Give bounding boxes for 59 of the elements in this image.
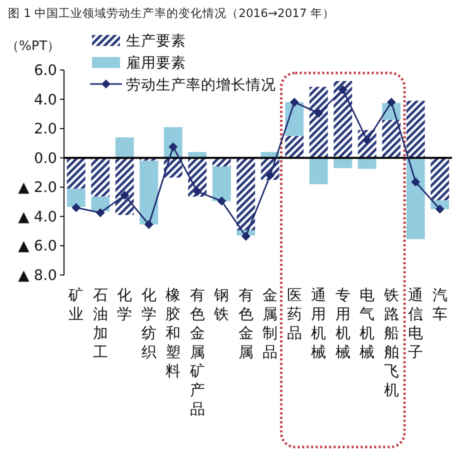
point — [241, 232, 250, 241]
point — [290, 98, 299, 107]
x-tick-label: 矿业 — [68, 286, 84, 323]
x-tick-label: 化学 — [117, 286, 132, 323]
point — [72, 203, 81, 212]
chart-title: 图 1 中国工业领域劳动生产率的变化情况（2016→2017 年） — [8, 6, 334, 20]
bar — [91, 158, 110, 197]
bar — [430, 158, 450, 200]
x-tick-label: 橡胶和塑料 — [166, 286, 181, 380]
y-tick-label: 0.0 — [34, 150, 57, 167]
x-tick-label: 医药品 — [286, 286, 302, 342]
bar — [236, 158, 256, 230]
legend-label: 劳动生产率的增长情况 — [126, 76, 276, 94]
point — [411, 178, 420, 187]
x-tick-label: 有色金属矿产品 — [188, 286, 205, 418]
x-tick-label: 金属制品 — [262, 286, 278, 361]
point — [144, 220, 154, 229]
bar — [406, 100, 425, 158]
x-tick-label: 专用机械 — [335, 286, 350, 361]
bar — [66, 158, 86, 189]
legend-label: 生产要素 — [126, 32, 186, 50]
x-tick-label: 汽车 — [432, 286, 448, 323]
bar — [66, 188, 86, 207]
bar — [140, 160, 158, 224]
bar — [285, 136, 304, 158]
x-tick-label: 钢铁 — [213, 286, 230, 323]
bar — [406, 158, 425, 240]
bar — [358, 158, 376, 169]
point — [217, 196, 226, 206]
x-tick-label: 通用机械 — [311, 286, 326, 361]
bar — [309, 86, 328, 158]
bar — [91, 196, 110, 212]
bar — [115, 158, 134, 215]
y-tick-label: 2.0 — [34, 122, 57, 138]
bar — [382, 120, 401, 158]
bar — [212, 166, 231, 202]
point — [96, 208, 105, 218]
bar — [334, 80, 352, 158]
point — [266, 170, 275, 180]
bar — [309, 158, 328, 184]
legend-label: 雇用要素 — [126, 54, 186, 72]
y-tick-label: ▲ 4.0 — [18, 209, 57, 226]
y-tick-label: 4.0 — [34, 92, 57, 108]
point — [435, 204, 444, 214]
bar — [115, 137, 134, 158]
point — [338, 85, 348, 94]
y-axis-title: （%PT） — [6, 39, 60, 54]
point — [386, 98, 396, 107]
x-tick-label: 有色金属 — [238, 286, 254, 361]
x-tick-label: 化学纺织 — [141, 286, 156, 361]
point — [192, 187, 202, 196]
x-tick-label: 石油加工 — [92, 286, 108, 361]
y-tick-label: ▲ 6.0 — [18, 238, 57, 255]
point — [120, 190, 130, 200]
y-tick-label: ▲ 2.0 — [18, 180, 57, 196]
x-tick-label: 电气机械 — [360, 286, 375, 361]
point — [314, 108, 324, 118]
y-tick-label: ▲ 8.0 — [18, 268, 57, 284]
y-tick-label: 6.0 — [34, 63, 57, 79]
